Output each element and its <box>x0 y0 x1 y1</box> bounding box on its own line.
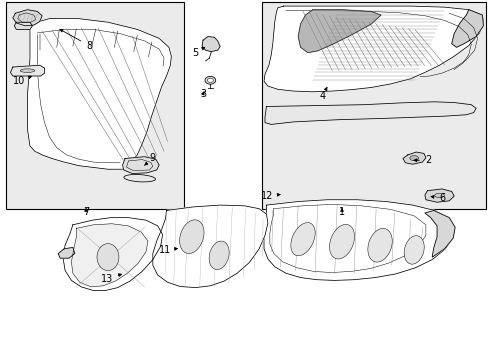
Polygon shape <box>122 157 159 174</box>
Polygon shape <box>298 10 380 53</box>
Polygon shape <box>202 37 220 51</box>
Ellipse shape <box>204 76 215 84</box>
Text: 3: 3 <box>200 89 206 99</box>
Polygon shape <box>264 102 475 125</box>
Polygon shape <box>63 218 162 291</box>
Text: 13: 13 <box>101 274 121 284</box>
Text: 4: 4 <box>319 87 326 101</box>
Text: 8: 8 <box>60 30 92 50</box>
Polygon shape <box>10 65 44 76</box>
Ellipse shape <box>290 222 315 256</box>
Ellipse shape <box>403 236 424 264</box>
Polygon shape <box>27 19 171 169</box>
Ellipse shape <box>434 193 444 198</box>
Polygon shape <box>58 247 75 258</box>
Text: 7: 7 <box>83 207 89 217</box>
Text: 5: 5 <box>191 47 204 58</box>
Polygon shape <box>13 10 42 26</box>
Ellipse shape <box>409 156 418 161</box>
Ellipse shape <box>97 244 119 271</box>
Text: 12: 12 <box>261 191 280 201</box>
Ellipse shape <box>329 224 354 259</box>
Ellipse shape <box>179 220 203 253</box>
Polygon shape <box>424 211 454 257</box>
Text: 10: 10 <box>13 76 31 86</box>
Polygon shape <box>14 22 32 30</box>
Polygon shape <box>264 6 483 92</box>
Polygon shape <box>402 152 425 164</box>
Polygon shape <box>451 10 483 47</box>
Text: 2: 2 <box>413 155 430 165</box>
Polygon shape <box>264 200 453 280</box>
Bar <box>5 3 183 209</box>
Bar <box>261 3 485 209</box>
Ellipse shape <box>209 241 229 270</box>
Text: 1: 1 <box>338 207 345 217</box>
Text: 6: 6 <box>430 193 445 203</box>
Polygon shape <box>71 224 148 287</box>
Ellipse shape <box>20 69 35 72</box>
Text: 11: 11 <box>159 245 177 255</box>
Text: 9: 9 <box>144 153 155 165</box>
Ellipse shape <box>367 229 391 262</box>
Ellipse shape <box>207 78 213 82</box>
Polygon shape <box>424 189 453 202</box>
Ellipse shape <box>123 175 155 182</box>
Polygon shape <box>153 205 267 288</box>
